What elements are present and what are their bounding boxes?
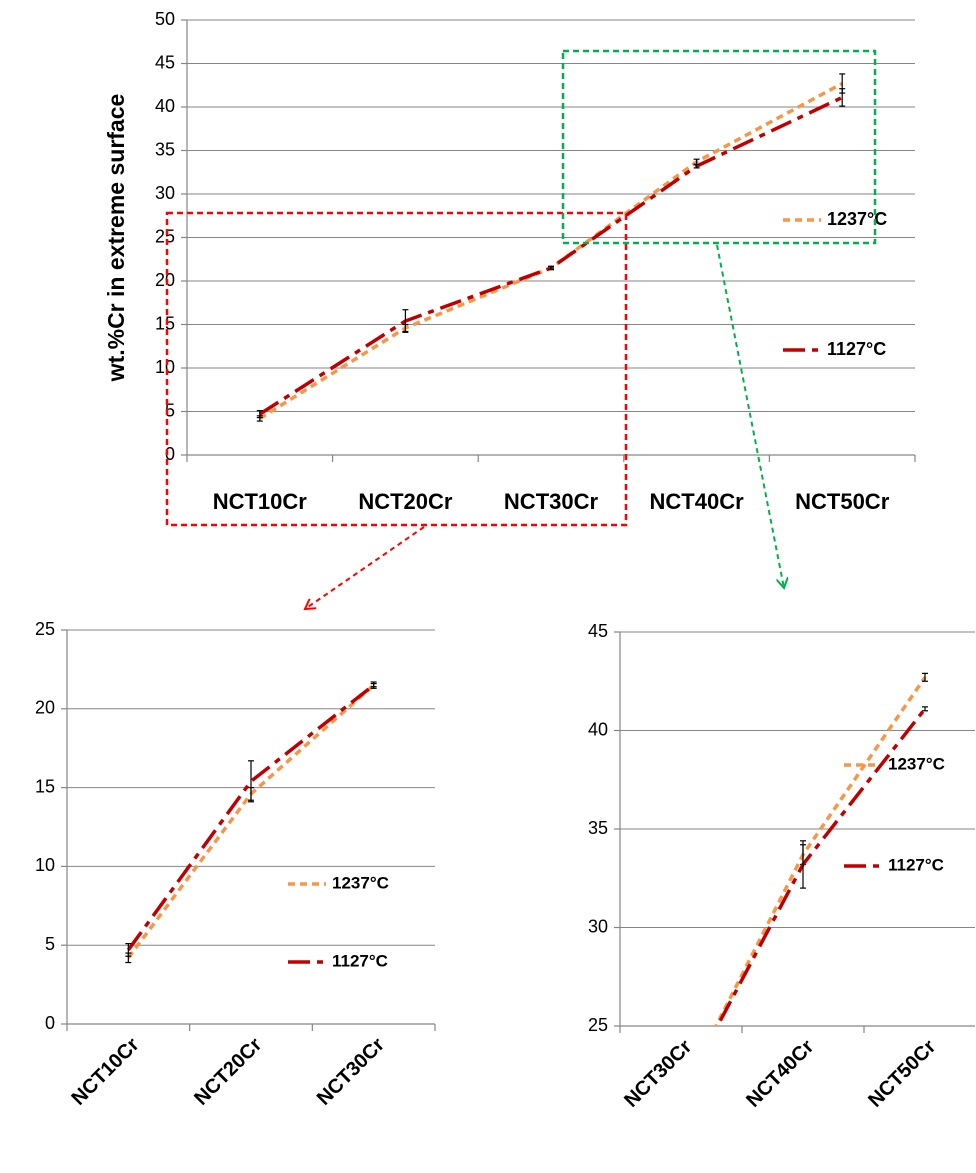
- zoom-box-red: [165, 211, 628, 527]
- error-bar: [922, 672, 928, 682]
- chart-panel: 25 30 35 40 45 NCT30Cr NCT40Cr NCT50Cr 1237°C 112…: [588, 621, 975, 1112]
- y-tick-label: 30: [588, 916, 608, 936]
- error-bar: [922, 706, 928, 712]
- y-tick-label: 50: [155, 9, 175, 29]
- series-line: [258, 95, 843, 416]
- y-tick-label: 25: [155, 226, 175, 246]
- error-bar: [548, 265, 554, 271]
- series-line: [126, 683, 375, 951]
- legend-label: 1237°C: [332, 873, 389, 892]
- chart-panel: 0 5 10 15 20 25 30 35 40 45 50 NCT10Cr NCT20Cr NCT30C…: [103, 9, 916, 514]
- y-tick-label: 35: [588, 818, 608, 838]
- x-tick-label: NCT20Cr: [190, 1034, 266, 1110]
- y-tick-label: 20: [155, 270, 175, 290]
- x-tick-label: NCT30Cr: [620, 1036, 696, 1112]
- legend-label: 1237°C: [888, 754, 945, 773]
- y-tick-label: 15: [155, 313, 175, 333]
- y-tick-label: 30: [155, 183, 175, 203]
- zoom-arrow-green: [716, 244, 784, 588]
- x-tick-label: NCT30Cr: [504, 489, 599, 514]
- legend-label: 1127°C: [332, 951, 388, 970]
- x-tick-label: NCT10Cr: [68, 1034, 144, 1110]
- error-bar: [402, 309, 409, 333]
- error-bar: [370, 681, 377, 689]
- chart-panel: 0 5 10 15 20 25 NCT10Cr NCT20Cr NCT30Cr 1237°C 112…: [35, 619, 436, 1110]
- zoom-box-green: [561, 49, 877, 245]
- y-tick-label: 40: [588, 719, 608, 739]
- y-tick-label: 35: [155, 139, 175, 159]
- x-tick-label: NCT40Cr: [742, 1036, 818, 1112]
- legend-label: 1127°C: [827, 339, 886, 359]
- series-line: [126, 683, 375, 959]
- x-tick-label: NCT20Cr: [358, 489, 453, 514]
- error-bar: [678, 1093, 684, 1097]
- y-tick-label: 25: [588, 1015, 608, 1035]
- zoom-arrow-red: [305, 526, 425, 609]
- legend-label: 1237°C: [827, 209, 887, 229]
- error-bar: [800, 840, 806, 889]
- y-tick-label: 15: [35, 776, 55, 796]
- x-tick-label: NCT50Cr: [864, 1036, 940, 1112]
- error-bar: [248, 760, 254, 803]
- error-bar: [678, 1091, 684, 1099]
- y-tick-label: 45: [155, 52, 175, 72]
- error-bar: [693, 163, 700, 169]
- y-tick-label: 10: [35, 855, 55, 875]
- y-tick-label: 25: [35, 619, 55, 639]
- error-bar: [839, 88, 846, 107]
- y-tick-label: 45: [588, 621, 608, 641]
- error-bar: [256, 410, 263, 419]
- x-tick-label: NCT10Cr: [213, 489, 308, 514]
- x-tick-label: NCT50Cr: [795, 489, 890, 514]
- x-tick-label: NCT40Cr: [650, 489, 745, 514]
- y-tick-label: 20: [35, 698, 55, 718]
- y-tick-label: 40: [155, 96, 175, 116]
- y-tick-label: 5: [165, 400, 175, 420]
- error-bar: [125, 943, 132, 957]
- y-tick-label: 5: [45, 934, 55, 954]
- x-tick-label: NCT30Cr: [313, 1034, 389, 1110]
- legend-label: 1127°C: [888, 855, 944, 874]
- y-tick-label: 0: [165, 444, 175, 464]
- y-axis-title: wt.%Cr in extreme surface: [103, 94, 129, 383]
- y-tick-label: 10: [155, 357, 175, 377]
- y-tick-label: 0: [45, 1013, 55, 1033]
